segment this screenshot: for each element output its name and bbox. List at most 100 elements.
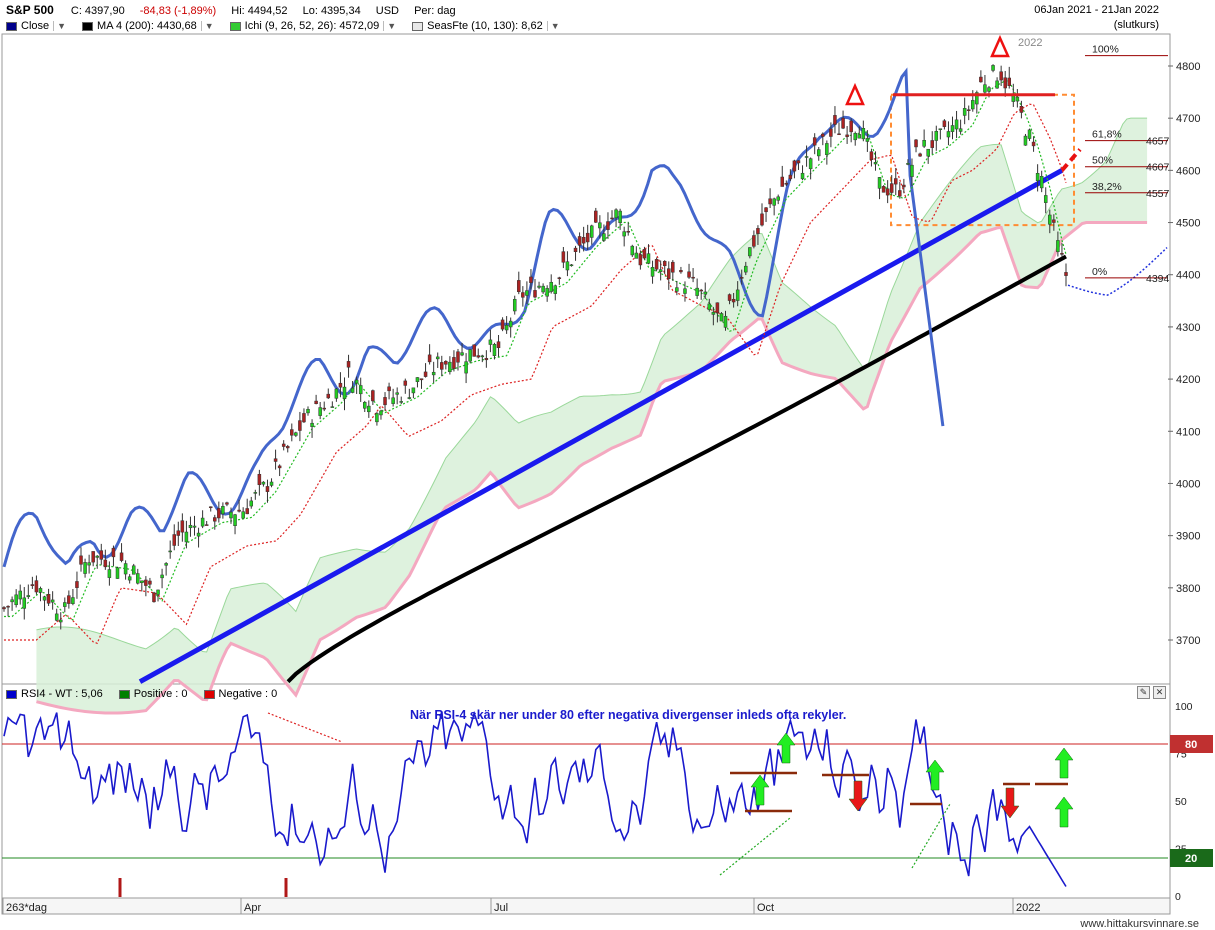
legend-swatch-ma <box>82 21 94 31</box>
candle-body <box>573 247 578 252</box>
rsi-level-badge <box>1170 849 1213 867</box>
candle-body <box>877 177 882 189</box>
candle-body <box>667 268 671 280</box>
candle-body <box>241 511 245 519</box>
y-tick-label: 4500 <box>1176 218 1200 230</box>
candle-body <box>950 125 955 132</box>
candle-body <box>865 138 870 142</box>
candle-body <box>302 413 306 423</box>
candle-body <box>630 245 635 256</box>
rsi-tick-label: 50 <box>1175 796 1187 808</box>
y-tick-label: 4700 <box>1176 113 1200 125</box>
candle-body <box>557 277 562 279</box>
site-footer: www.hittakursvinnare.se <box>1080 918 1199 930</box>
chevron-down-icon[interactable]: ▼ <box>383 21 396 31</box>
candle-body <box>699 289 703 292</box>
candle-body <box>889 183 894 193</box>
fib-label: 50% <box>1092 155 1113 167</box>
candle-body <box>731 298 736 303</box>
candle-body <box>646 253 651 264</box>
candle-body <box>233 514 237 526</box>
candle-body <box>71 597 75 604</box>
candle-body <box>415 377 420 382</box>
up-arrow-icon <box>925 759 945 791</box>
candle-body <box>496 341 501 349</box>
time-tick-label: Jul <box>494 902 508 914</box>
candle-body <box>200 517 205 527</box>
candle-body <box>261 481 266 485</box>
candle-body <box>46 594 51 604</box>
rsi-line <box>3 710 1067 887</box>
candle-body <box>553 285 558 294</box>
candle-body <box>995 80 999 89</box>
candle-body <box>354 379 359 384</box>
candle-body <box>213 517 217 522</box>
candle-body <box>792 160 797 172</box>
candle-body <box>318 407 322 416</box>
candle-body <box>54 613 59 621</box>
candle-body <box>75 581 79 588</box>
candle-body <box>375 413 379 423</box>
candle-body <box>1056 240 1060 253</box>
candle-body <box>796 160 801 164</box>
up-arrow-icon <box>776 732 796 764</box>
time-tick-label: Oct <box>757 902 774 914</box>
candle-body <box>614 209 618 219</box>
candle-body <box>525 290 529 296</box>
candle-body <box>675 287 679 292</box>
candle-body <box>748 247 752 257</box>
candle-body <box>504 324 509 331</box>
legend-positive[interactable]: Positive : 0 <box>118 688 188 700</box>
candle-body <box>902 184 906 188</box>
chevron-down-icon[interactable]: ▼ <box>53 21 66 31</box>
legend-label-negative: Negative : 0 <box>218 688 278 700</box>
candle-body <box>217 508 221 519</box>
candle-body <box>618 210 622 224</box>
time-tick-label: Apr <box>244 902 261 914</box>
legend-label-positive: Positive : 0 <box>133 688 188 700</box>
candle-body <box>1043 195 1048 203</box>
fib-label: 0% <box>1092 266 1107 278</box>
candle-body <box>484 358 489 361</box>
fib-label: 100% <box>1092 44 1119 56</box>
legend-label-ichi: Ichi (9, 26, 52, 26): 4572,09 <box>244 20 380 32</box>
y-tick-label: 4800 <box>1176 61 1200 73</box>
chevron-down-icon[interactable]: ▼ <box>200 21 214 31</box>
candle-body <box>322 407 326 410</box>
candle-body <box>30 584 35 586</box>
chevron-down-icon[interactable]: ▼ <box>546 21 560 31</box>
close-icon[interactable]: ✕ <box>1153 686 1166 699</box>
wrench-icon[interactable]: ✎ <box>1137 686 1150 699</box>
candle-body <box>1019 106 1024 113</box>
candle-body <box>26 595 31 598</box>
candle-body <box>565 261 570 271</box>
symbol-title: S&P 500 <box>6 3 54 17</box>
legend-seasfte[interactable]: SeasFte (10, 130): 8,62 ▼ <box>412 20 560 32</box>
candle-body <box>358 385 363 395</box>
candle-body <box>816 149 821 157</box>
candle-body <box>196 532 201 537</box>
legend-rsi[interactable]: RSI4 - WT : 5,06 <box>6 688 103 700</box>
candle-body <box>411 387 416 394</box>
candle-body <box>119 552 124 561</box>
legend-close[interactable]: Close ▼ <box>6 20 66 32</box>
price-candles <box>2 64 1068 630</box>
candle-body <box>87 562 91 566</box>
candle-body <box>456 351 460 363</box>
candle-body <box>464 361 468 374</box>
candle-body <box>999 71 1003 81</box>
legend-ma[interactable]: MA 4 (200): 4430,68 ▼ <box>82 20 214 32</box>
time-axis: 263*dag Apr Jul Oct 2022 <box>2 898 1040 914</box>
rsi-tick-label: 100 <box>1175 701 1193 713</box>
candle-body <box>407 397 412 399</box>
candle-body <box>508 320 513 328</box>
price-type: (slutkurs) <box>1113 19 1159 31</box>
candle-body <box>431 371 436 376</box>
rsi-level-label: 20 <box>1185 853 1197 865</box>
fib-value: 4657 <box>1146 136 1170 148</box>
legend-ichi[interactable]: Ichi (9, 26, 52, 26): 4572,09 ▼ <box>229 20 396 32</box>
candle-body <box>800 172 805 180</box>
y-tick-label: 3700 <box>1176 635 1200 647</box>
legend-negative[interactable]: Negative : 0 <box>203 688 278 700</box>
